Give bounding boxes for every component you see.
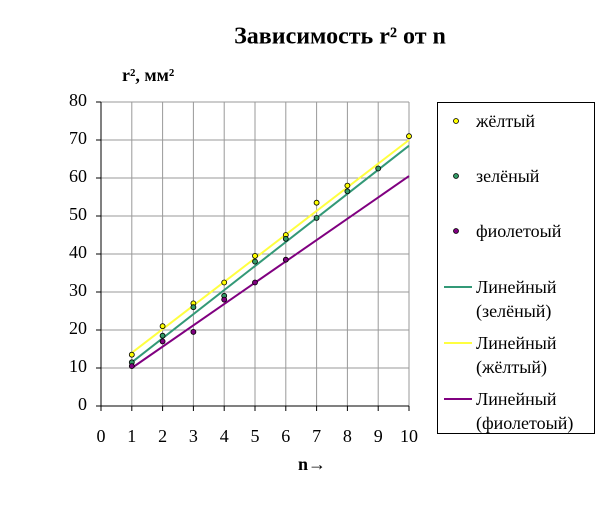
y-tick-label: 10 xyxy=(69,356,87,376)
legend-label: Линейный (зелёный) xyxy=(476,277,557,321)
legend-swatch xyxy=(444,398,472,400)
point xyxy=(375,165,382,172)
point xyxy=(190,304,197,311)
x-tick-label: 4 xyxy=(220,426,229,446)
y-tick-label: 30 xyxy=(69,280,87,300)
legend-swatch xyxy=(453,118,459,124)
point xyxy=(282,256,289,263)
x-tick-label: 9 xyxy=(374,426,383,446)
legend-marker xyxy=(453,118,459,124)
legend-item: Линейный (жёлтый) xyxy=(442,331,592,379)
point xyxy=(252,252,258,259)
legend-swatch xyxy=(444,286,472,288)
point xyxy=(128,363,135,370)
x-tick-label: 3 xyxy=(189,426,198,446)
point xyxy=(159,338,166,345)
point xyxy=(221,296,228,303)
point xyxy=(159,332,166,339)
legend-item: фиолетоый xyxy=(442,219,592,243)
legend-swatch xyxy=(453,228,459,234)
x-axis-label: n→ xyxy=(298,454,326,474)
legend-label: Линейный (жёлтый) xyxy=(476,333,557,377)
point xyxy=(252,258,258,265)
y-tick-label: 0 xyxy=(78,394,87,414)
x-tick-label: 0 xyxy=(97,426,106,446)
x-tick-label: 2 xyxy=(158,426,167,446)
x-tick-label: 10 xyxy=(400,426,418,446)
trendline xyxy=(131,175,410,369)
y-tick-label: 50 xyxy=(69,204,87,224)
x-tick-label: 8 xyxy=(343,426,352,446)
legend-marker xyxy=(453,173,459,179)
legend-item: жёлтый xyxy=(442,109,592,133)
legend-item: Линейный (фиолетоый) xyxy=(442,387,592,435)
point xyxy=(221,279,228,286)
point xyxy=(344,188,351,195)
y-tick-label: 80 xyxy=(69,90,87,110)
legend-swatch xyxy=(444,342,472,344)
point xyxy=(128,351,135,358)
point xyxy=(344,182,351,189)
y-axis-label: r², мм² xyxy=(122,65,174,85)
x-tick-label: 6 xyxy=(281,426,290,446)
y-tick-label: 40 xyxy=(69,242,87,262)
y-tick-label: 20 xyxy=(69,318,87,338)
point xyxy=(282,235,289,242)
legend-swatch xyxy=(453,173,459,179)
chart-title: Зависимость r² от n xyxy=(234,24,446,50)
point xyxy=(159,323,166,330)
trendline xyxy=(131,144,410,364)
point xyxy=(406,133,412,140)
x-tick-label: 5 xyxy=(251,426,260,446)
x-tick-label: 7 xyxy=(312,426,321,446)
legend-label: зелёный xyxy=(476,166,540,186)
point xyxy=(190,328,197,335)
legend-marker xyxy=(453,228,459,234)
legend-label: Линейный (фиолетоый) xyxy=(476,389,574,433)
legend-item: зелёный xyxy=(442,164,592,188)
point xyxy=(313,199,320,206)
legend-label: фиолетоый xyxy=(476,221,562,241)
point xyxy=(252,279,258,286)
trendline xyxy=(131,139,410,354)
y-tick-label: 70 xyxy=(69,128,87,148)
y-tick-label: 60 xyxy=(69,166,87,186)
legend-item: Линейный (зелёный) xyxy=(442,275,592,323)
point xyxy=(313,214,320,221)
legend: жёлтый зелёный фиолетоый Линейный (зелёный)… xyxy=(437,102,595,434)
x-tick-label: 1 xyxy=(127,426,136,446)
legend-label: жёлтый xyxy=(476,111,536,131)
